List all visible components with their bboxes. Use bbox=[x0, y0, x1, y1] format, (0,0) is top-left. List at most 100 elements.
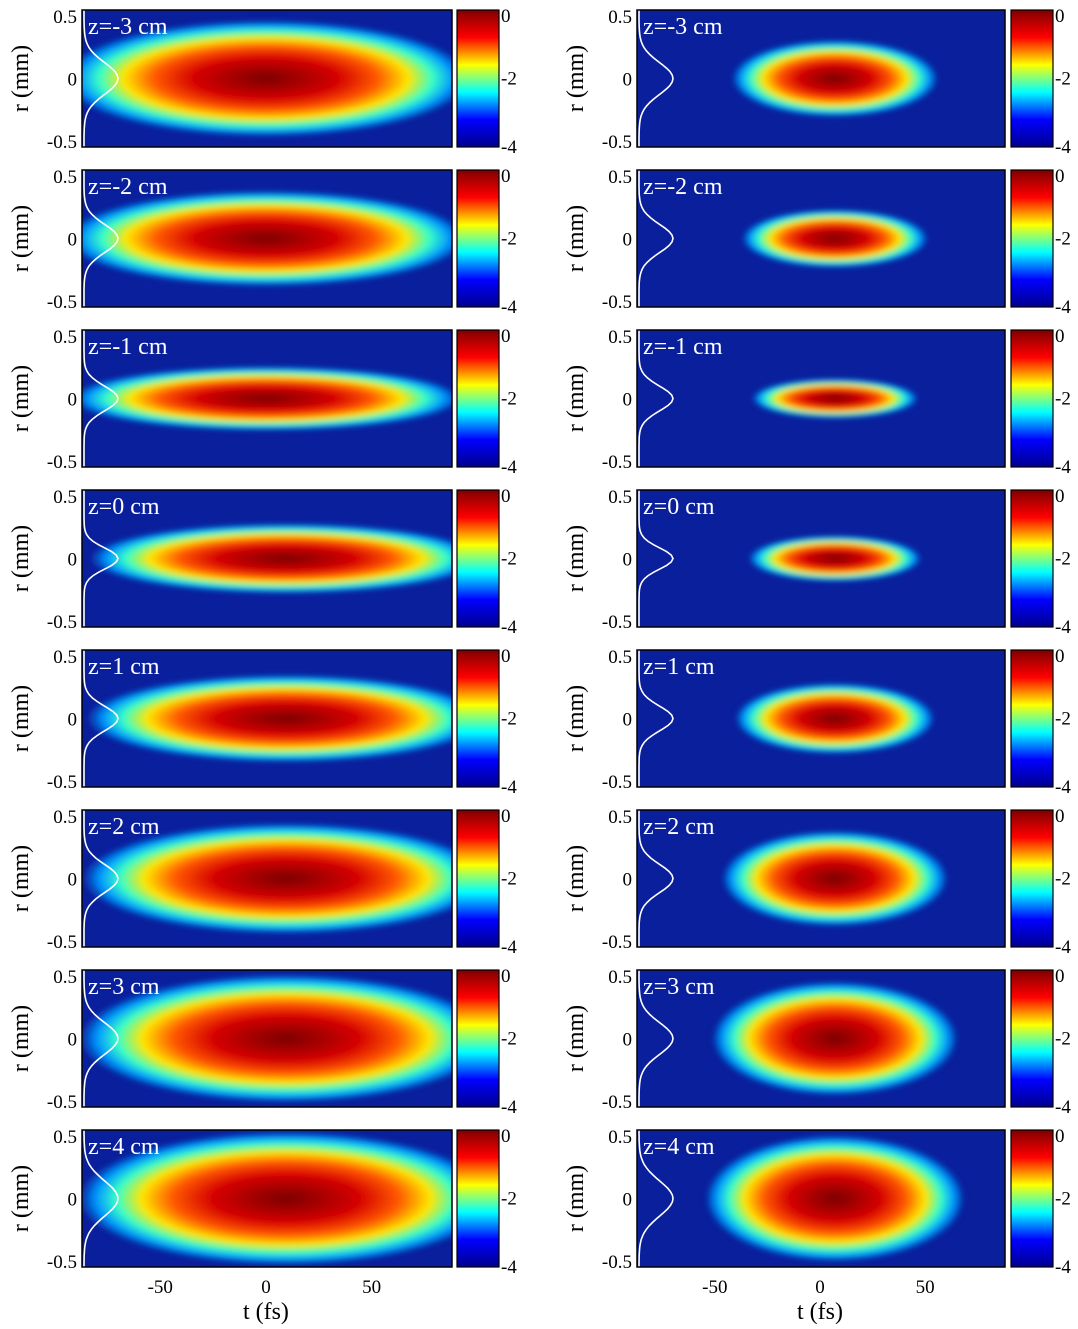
radial-profile-line bbox=[83, 1130, 119, 1267]
x-tick-label: 50 bbox=[362, 1277, 381, 1298]
panel-right-3: z=-1 cm 0.5 0 -0.5 r (mm) 0 -2 -4 bbox=[563, 326, 1071, 478]
radial-profile-line bbox=[638, 330, 674, 467]
y-tick-label: -0.5 bbox=[47, 292, 77, 313]
y-tick-label: -0.5 bbox=[602, 132, 632, 153]
plot-frame bbox=[636, 809, 1006, 948]
radial-profile-line bbox=[83, 650, 119, 787]
y-axis-label: r (mm) bbox=[563, 205, 589, 272]
colorbar bbox=[1010, 969, 1054, 1108]
x-tick-label: 50 bbox=[916, 1277, 935, 1298]
radial-profile-line bbox=[638, 810, 674, 947]
colorbar-tick-label: -4 bbox=[1055, 137, 1071, 158]
radial-profile-line bbox=[83, 330, 119, 467]
y-tick-label: -0.5 bbox=[47, 932, 77, 953]
plot-frame bbox=[81, 169, 453, 308]
x-tick-label: -50 bbox=[702, 1277, 727, 1298]
plot-frame bbox=[636, 1129, 1006, 1268]
y-axis-label: r (mm) bbox=[563, 45, 589, 112]
y-tick-label: 0.5 bbox=[53, 647, 77, 668]
y-tick-label: 0 bbox=[623, 550, 633, 571]
y-tick-label: -0.5 bbox=[47, 1252, 77, 1273]
colorbar-tick-label: 0 bbox=[1055, 1126, 1065, 1147]
plot-frame bbox=[81, 969, 453, 1108]
plot-frame bbox=[81, 1129, 453, 1268]
colorbar-tick-label: 0 bbox=[501, 6, 511, 27]
y-tick-label: -0.5 bbox=[47, 452, 77, 473]
panel-label: z=0 cm bbox=[88, 494, 160, 520]
panel-label: z=-2 cm bbox=[88, 174, 168, 200]
colorbar bbox=[1010, 329, 1054, 468]
colorbar-tick-label: 0 bbox=[1055, 966, 1065, 987]
plot-frame bbox=[81, 809, 453, 948]
y-tick-label: 0 bbox=[68, 1030, 78, 1051]
panel-label: z=3 cm bbox=[88, 974, 160, 1000]
y-axis-label: r (mm) bbox=[563, 1165, 589, 1232]
colorbar-tick-label: -2 bbox=[1055, 549, 1071, 570]
y-tick-label: -0.5 bbox=[47, 1092, 77, 1113]
y-tick-label: 0.5 bbox=[53, 807, 77, 828]
panel-label: z=-2 cm bbox=[643, 174, 723, 200]
y-tick-label: 0 bbox=[623, 390, 633, 411]
colorbar bbox=[1010, 1129, 1054, 1268]
intensity-map bbox=[82, 366, 452, 431]
colorbar-tick-label: -4 bbox=[1055, 1097, 1071, 1118]
colorbar-tick-label: -4 bbox=[501, 1097, 517, 1118]
radial-profile-line bbox=[638, 970, 674, 1107]
panel-label: z=1 cm bbox=[88, 654, 160, 680]
y-tick-label: -0.5 bbox=[602, 612, 632, 633]
panel-left-6: z=2 cm 0.5 0 -0.5 r (mm) 0 -2 -4 bbox=[8, 806, 517, 958]
panel-left-5: z=1 cm 0.5 0 -0.5 r (mm) 0 -2 -4 bbox=[8, 646, 517, 798]
colorbar-tick-label: -4 bbox=[501, 777, 517, 798]
intensity-map bbox=[742, 209, 928, 268]
colorbar-tick-label: -2 bbox=[501, 549, 517, 570]
y-axis-label: r (mm) bbox=[8, 365, 34, 432]
intensity-map bbox=[722, 831, 948, 926]
y-tick-label: 0.5 bbox=[608, 7, 632, 28]
intensity-map bbox=[82, 20, 452, 137]
y-tick-label: -0.5 bbox=[602, 932, 632, 953]
radial-profile-line bbox=[83, 490, 119, 627]
plot-frame bbox=[636, 329, 1006, 468]
y-axis-label: r (mm) bbox=[563, 525, 589, 592]
intensity-map bbox=[82, 975, 452, 1102]
intensity-map bbox=[705, 1135, 965, 1262]
colorbar-tick-label: 0 bbox=[501, 166, 511, 187]
colorbar-tick-label: -2 bbox=[1055, 1189, 1071, 1210]
y-tick-label: 0 bbox=[68, 390, 78, 411]
colorbar-tick-label: -2 bbox=[501, 389, 517, 410]
colorbar-tick-label: -2 bbox=[501, 1189, 517, 1210]
x-axis-label: t (fs) bbox=[797, 1299, 843, 1325]
colorbar-tick-label: -2 bbox=[1055, 1029, 1071, 1050]
y-axis-label: r (mm) bbox=[563, 685, 589, 752]
colorbar-tick-label: 0 bbox=[1055, 646, 1065, 667]
colorbar bbox=[456, 169, 500, 308]
colorbar-tick-label: -4 bbox=[501, 617, 517, 638]
colorbar-tick-label: -2 bbox=[1055, 869, 1071, 890]
panel-label: z=-3 cm bbox=[643, 14, 723, 40]
y-axis-label: r (mm) bbox=[8, 1005, 34, 1072]
colorbar-tick-label: -4 bbox=[1055, 297, 1071, 318]
y-tick-label: 0.5 bbox=[53, 7, 77, 28]
panel-right-4: z=0 cm 0.5 0 -0.5 r (mm) 0 -2 -4 bbox=[563, 486, 1071, 638]
colorbar bbox=[1010, 9, 1054, 148]
panel-label: z=3 cm bbox=[643, 974, 715, 1000]
radial-profile-line bbox=[83, 170, 119, 307]
colorbar-tick-label: 0 bbox=[1055, 486, 1065, 507]
panel-left-8: z=4 cm 0.5 0 -0.5 r (mm) 0 -2 -4 bbox=[8, 1126, 517, 1278]
panel-label: z=1 cm bbox=[643, 654, 715, 680]
panel-label: z=2 cm bbox=[88, 814, 160, 840]
y-tick-label: 0 bbox=[68, 870, 78, 891]
colorbar-tick-label: 0 bbox=[501, 326, 511, 347]
intensity-map bbox=[712, 982, 958, 1095]
y-axis-label: r (mm) bbox=[563, 365, 589, 432]
colorbar bbox=[456, 329, 500, 468]
y-tick-label: 0.5 bbox=[608, 167, 632, 188]
colorbar-tick-label: 0 bbox=[501, 806, 511, 827]
panel-label: z=4 cm bbox=[88, 1134, 160, 1160]
y-tick-label: 0.5 bbox=[53, 487, 77, 508]
panel-left-7: z=3 cm 0.5 0 -0.5 r (mm) 0 -2 -4 bbox=[8, 966, 517, 1118]
colorbar bbox=[1010, 809, 1054, 948]
y-tick-label: 0 bbox=[623, 70, 633, 91]
y-tick-label: 0 bbox=[623, 1030, 633, 1051]
colorbar-tick-label: -2 bbox=[1055, 69, 1071, 90]
